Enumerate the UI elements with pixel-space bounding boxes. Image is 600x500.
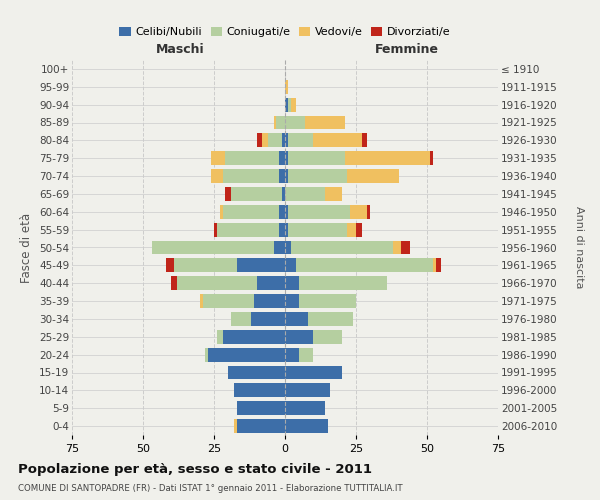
Bar: [285, 134, 288, 147]
Y-axis label: Anni di nascita: Anni di nascita: [574, 206, 584, 289]
Bar: [325, 187, 342, 201]
Bar: [288, 205, 350, 219]
Bar: [257, 134, 262, 147]
Bar: [282, 134, 285, 147]
Bar: [362, 134, 367, 147]
Bar: [152, 240, 274, 254]
Bar: [285, 384, 331, 398]
Bar: [367, 205, 370, 219]
Text: COMUNE DI SANTOPADRE (FR) - Dati ISTAT 1° gennaio 2011 - Elaborazione TUTTITALIA: COMUNE DI SANTOPADRE (FR) - Dati ISTAT 1…: [18, 484, 403, 493]
Bar: [228, 366, 285, 380]
Bar: [436, 258, 441, 272]
Bar: [430, 151, 433, 165]
Legend: Celibi/Nubili, Coniugati/e, Vedovi/e, Divorziati/e: Celibi/Nubili, Coniugati/e, Vedovi/e, Di…: [115, 22, 455, 42]
Bar: [172, 276, 177, 290]
Bar: [220, 205, 223, 219]
Bar: [285, 312, 308, 326]
Bar: [282, 187, 285, 201]
Bar: [280, 169, 285, 183]
Bar: [285, 366, 342, 380]
Bar: [356, 222, 362, 236]
Bar: [223, 330, 285, 344]
Bar: [277, 116, 285, 130]
Bar: [305, 116, 344, 130]
Bar: [285, 240, 290, 254]
Bar: [226, 187, 231, 201]
Bar: [237, 401, 285, 415]
Bar: [231, 312, 251, 326]
Bar: [234, 384, 285, 398]
Bar: [288, 98, 290, 112]
Bar: [223, 205, 280, 219]
Bar: [285, 294, 299, 308]
Bar: [231, 187, 282, 201]
Y-axis label: Fasce di età: Fasce di età: [20, 212, 34, 282]
Bar: [280, 151, 285, 165]
Text: Popolazione per età, sesso e stato civile - 2011: Popolazione per età, sesso e stato civil…: [18, 462, 372, 475]
Bar: [174, 258, 237, 272]
Bar: [288, 169, 347, 183]
Bar: [299, 276, 387, 290]
Bar: [214, 222, 217, 236]
Bar: [254, 294, 285, 308]
Bar: [285, 401, 325, 415]
Bar: [262, 134, 268, 147]
Bar: [350, 205, 367, 219]
Bar: [288, 222, 347, 236]
Bar: [237, 258, 285, 272]
Bar: [285, 169, 288, 183]
Bar: [285, 98, 288, 112]
Bar: [203, 294, 254, 308]
Bar: [268, 134, 282, 147]
Bar: [308, 312, 353, 326]
Bar: [257, 276, 285, 290]
Bar: [285, 222, 288, 236]
Bar: [299, 294, 356, 308]
Bar: [280, 222, 285, 236]
Bar: [280, 205, 285, 219]
Bar: [285, 419, 328, 433]
Bar: [200, 294, 203, 308]
Bar: [274, 240, 285, 254]
Bar: [211, 151, 226, 165]
Bar: [285, 205, 288, 219]
Bar: [285, 258, 296, 272]
Bar: [296, 258, 433, 272]
Bar: [217, 222, 280, 236]
Bar: [208, 348, 285, 362]
Text: Femmine: Femmine: [375, 44, 439, 57]
Bar: [274, 116, 277, 130]
Bar: [285, 187, 325, 201]
Bar: [237, 419, 285, 433]
Bar: [288, 151, 344, 165]
Bar: [347, 169, 398, 183]
Bar: [393, 240, 401, 254]
Bar: [226, 151, 280, 165]
Bar: [401, 240, 410, 254]
Bar: [288, 134, 313, 147]
Bar: [223, 169, 280, 183]
Bar: [290, 240, 393, 254]
Bar: [211, 169, 223, 183]
Text: Maschi: Maschi: [155, 44, 204, 57]
Bar: [347, 222, 356, 236]
Bar: [285, 80, 288, 94]
Bar: [285, 348, 299, 362]
Bar: [177, 276, 257, 290]
Bar: [285, 116, 305, 130]
Bar: [217, 330, 223, 344]
Bar: [285, 151, 288, 165]
Bar: [344, 151, 430, 165]
Bar: [251, 312, 285, 326]
Bar: [290, 98, 296, 112]
Bar: [285, 276, 299, 290]
Bar: [433, 258, 436, 272]
Bar: [299, 348, 313, 362]
Bar: [234, 419, 237, 433]
Bar: [166, 258, 174, 272]
Bar: [205, 348, 208, 362]
Bar: [313, 134, 362, 147]
Bar: [313, 330, 342, 344]
Bar: [285, 330, 313, 344]
